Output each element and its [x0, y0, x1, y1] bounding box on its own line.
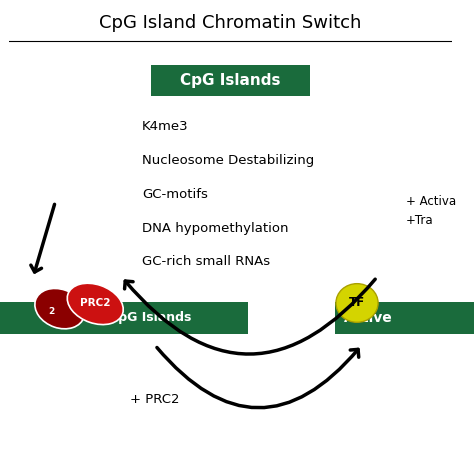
Text: CpG Islands: CpG Islands: [180, 73, 281, 88]
Text: PRC2: PRC2: [81, 298, 111, 308]
Text: + PRC2: + PRC2: [130, 393, 180, 406]
Ellipse shape: [35, 289, 85, 329]
Text: DNA hypomethylation: DNA hypomethylation: [142, 221, 288, 235]
Text: GC-rich small RNAs: GC-rich small RNAs: [142, 255, 270, 268]
FancyBboxPatch shape: [0, 301, 248, 334]
Ellipse shape: [336, 283, 378, 322]
FancyBboxPatch shape: [335, 301, 474, 334]
FancyArrowPatch shape: [31, 204, 55, 272]
Text: +Tra: +Tra: [406, 214, 433, 227]
Text: Nucleosome Destabilizing: Nucleosome Destabilizing: [142, 154, 314, 167]
Text: K4me3: K4me3: [142, 120, 189, 133]
FancyBboxPatch shape: [151, 65, 310, 96]
Text: + Activa: + Activa: [406, 195, 456, 208]
Text: 2: 2: [48, 307, 54, 316]
Text: ive CpG Islands: ive CpG Islands: [84, 311, 191, 324]
Text: GC-motifs: GC-motifs: [142, 188, 208, 201]
FancyArrowPatch shape: [157, 347, 359, 408]
Text: TF: TF: [349, 295, 365, 309]
FancyArrowPatch shape: [125, 279, 375, 354]
Ellipse shape: [67, 283, 123, 325]
Text: Active: Active: [344, 310, 392, 325]
Text: CpG Island Chromatin Switch: CpG Island Chromatin Switch: [100, 14, 362, 32]
